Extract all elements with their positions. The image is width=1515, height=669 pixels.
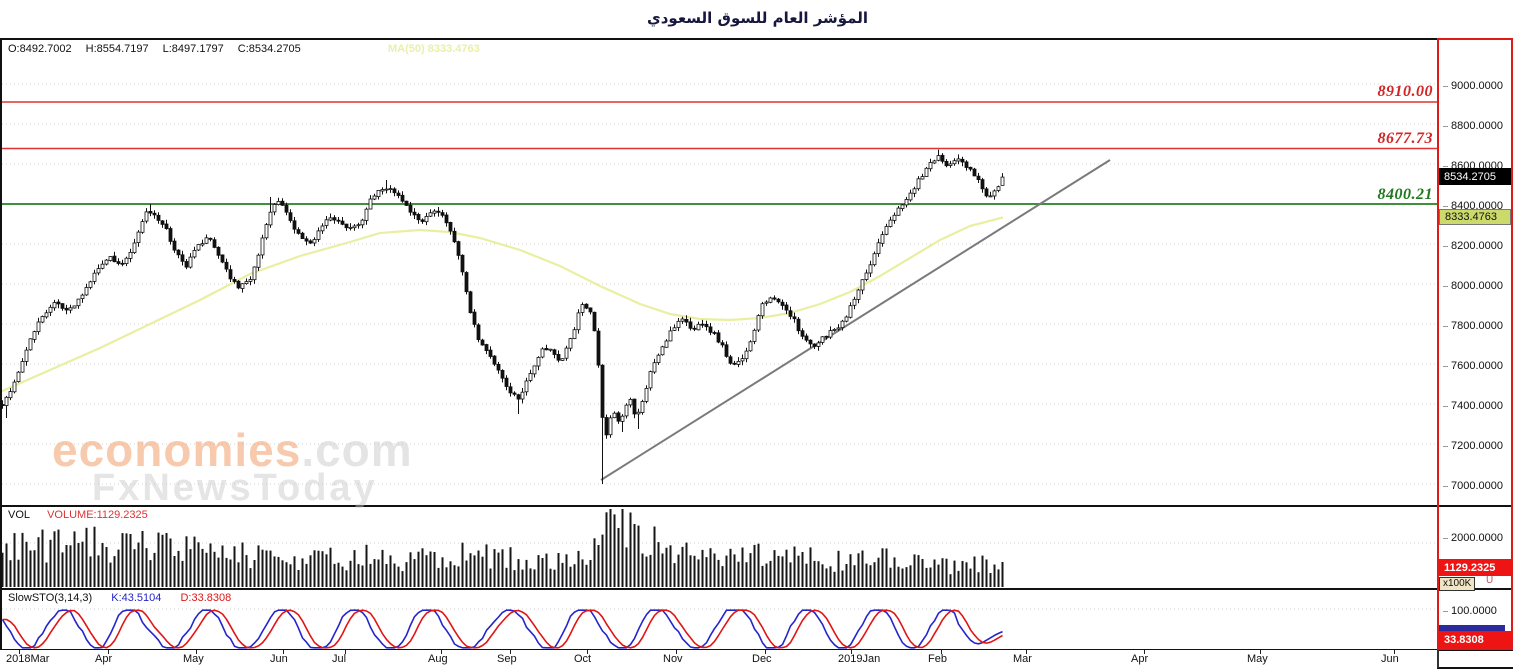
x-axis-label: Dec [752,653,772,665]
x-axis-label: Jun [1381,653,1399,665]
watermark-domain: .com [301,424,413,476]
volume-value: VOLUME:1129.2325 [47,509,148,521]
chart-title: المؤشر العام للسوق السعودي [646,9,869,27]
stochastic-k-value: K:43.5104 [111,592,162,604]
volume-indicator-name: VOL [8,509,31,521]
x-axis-label: Feb [928,653,947,665]
x-axis-tick [1144,650,1145,654]
price-scale-label: 8200.0000 [1443,239,1503,253]
price-scale-label: 7000.0000 [1443,479,1503,493]
open-value: O:8492.7002 [8,43,72,55]
x-axis-label: Nov [663,653,683,665]
price-scale-label: 9000.0000 [1443,79,1503,93]
high-value: H:8554.7197 [85,43,149,55]
resistance-level-label-1: 8910.00 [1377,83,1433,100]
volume-unit-box: x100K [1439,577,1476,591]
volume-panel-header: VOL VOLUME:1129.2325 [8,509,148,521]
price-scale-label: 7600.0000 [1443,359,1503,373]
x-axis-label: Apr [1131,653,1149,665]
price-scale[interactable]: 2000.0000 100.0000 9000.0000 8800.0000 860… [1437,38,1513,650]
x-axis-tick [19,650,20,654]
scale-separator-volume [1439,505,1511,507]
last-price-badge: 8534.2705 [1439,168,1511,185]
x-axis-label: May [1247,653,1268,665]
x-axis-label: Oct [574,653,592,665]
stochastic-panel-header: SlowSTO(3,14,3) K:43.5104 D:33.8308 [8,592,231,604]
price-scale-label: 8800.0000 [1443,119,1503,133]
price-scale-label: 7800.0000 [1443,319,1503,333]
chart-canvas[interactable] [0,38,1437,650]
panel-separator-volume [0,505,1437,507]
price-scale-label: 8000.0000 [1443,279,1503,293]
x-axis-tick [510,650,511,654]
x-axis-tick [765,650,766,654]
stochastic-d-value: D:33.8308 [180,592,232,604]
volume-unit-suffix: U [1486,575,1494,586]
x-axis-tick [108,650,109,654]
x-axis-tick [587,650,588,654]
volume-scale-tick: 2000.0000 [1443,531,1503,545]
ohlc-readout: O:8492.7002 H:8554.7197 L:8497.1797 C:8534.… [8,43,315,55]
x-axis-label: Sep [497,653,517,665]
x-axis-tick [851,650,852,654]
stochastic-indicator-name: SlowSTO(3,14,3) [8,592,93,604]
x-axis-tick [1394,650,1395,654]
x-axis-label: Jul [332,653,347,665]
ma-value-badge: 8333.4763 [1439,209,1511,225]
chart-border-top [0,38,1437,40]
x-axis-label: Apr [95,653,113,665]
x-axis-label: 2018Mar [6,653,50,665]
watermark-brand: economies [52,424,302,476]
x-axis-label: Jun [270,653,288,665]
volume-value-badge: 1129.2325 [1439,559,1511,576]
x-axis-label: Aug [428,653,448,665]
x-axis-label: Mar [1013,653,1032,665]
close-value: C:8534.2705 [237,43,301,55]
chart-border-left [0,38,2,650]
stochastic-d-badge: 33.8308 [1439,631,1511,648]
x-axis-tick [345,650,346,654]
price-scale-label: 7400.0000 [1443,399,1503,413]
x-axis-tick [283,650,284,654]
watermark-subtitle: FxNewsToday [92,467,378,509]
stochastic-scale-tick: 100.0000 [1443,604,1497,618]
x-axis-tick [1026,650,1027,654]
ma-readout: MA(50) 8333.4763 [388,43,480,55]
x-axis-tick [441,650,442,654]
x-axis-tick [676,650,677,654]
watermark-logo: economies.com [52,423,413,477]
x-axis-tick [941,650,942,654]
low-value: L:8497.1797 [162,43,224,55]
resistance-level-label-2: 8677.73 [1377,130,1433,147]
support-level-label: 8400.21 [1377,186,1433,203]
x-axis-label: 2019Jan [838,653,881,665]
axis-scale-divider [1437,650,1439,668]
panel-separator-stochastic [0,588,1437,590]
x-axis-tick [196,650,197,654]
x-axis-label: May [183,653,204,665]
time-axis[interactable]: 2018Mar Apr May Jun Jul Aug Sep Oct Nov Dec 2019Ja… [0,650,1437,669]
x-axis-tick [1260,650,1261,654]
price-scale-label: 7200.0000 [1443,439,1503,453]
